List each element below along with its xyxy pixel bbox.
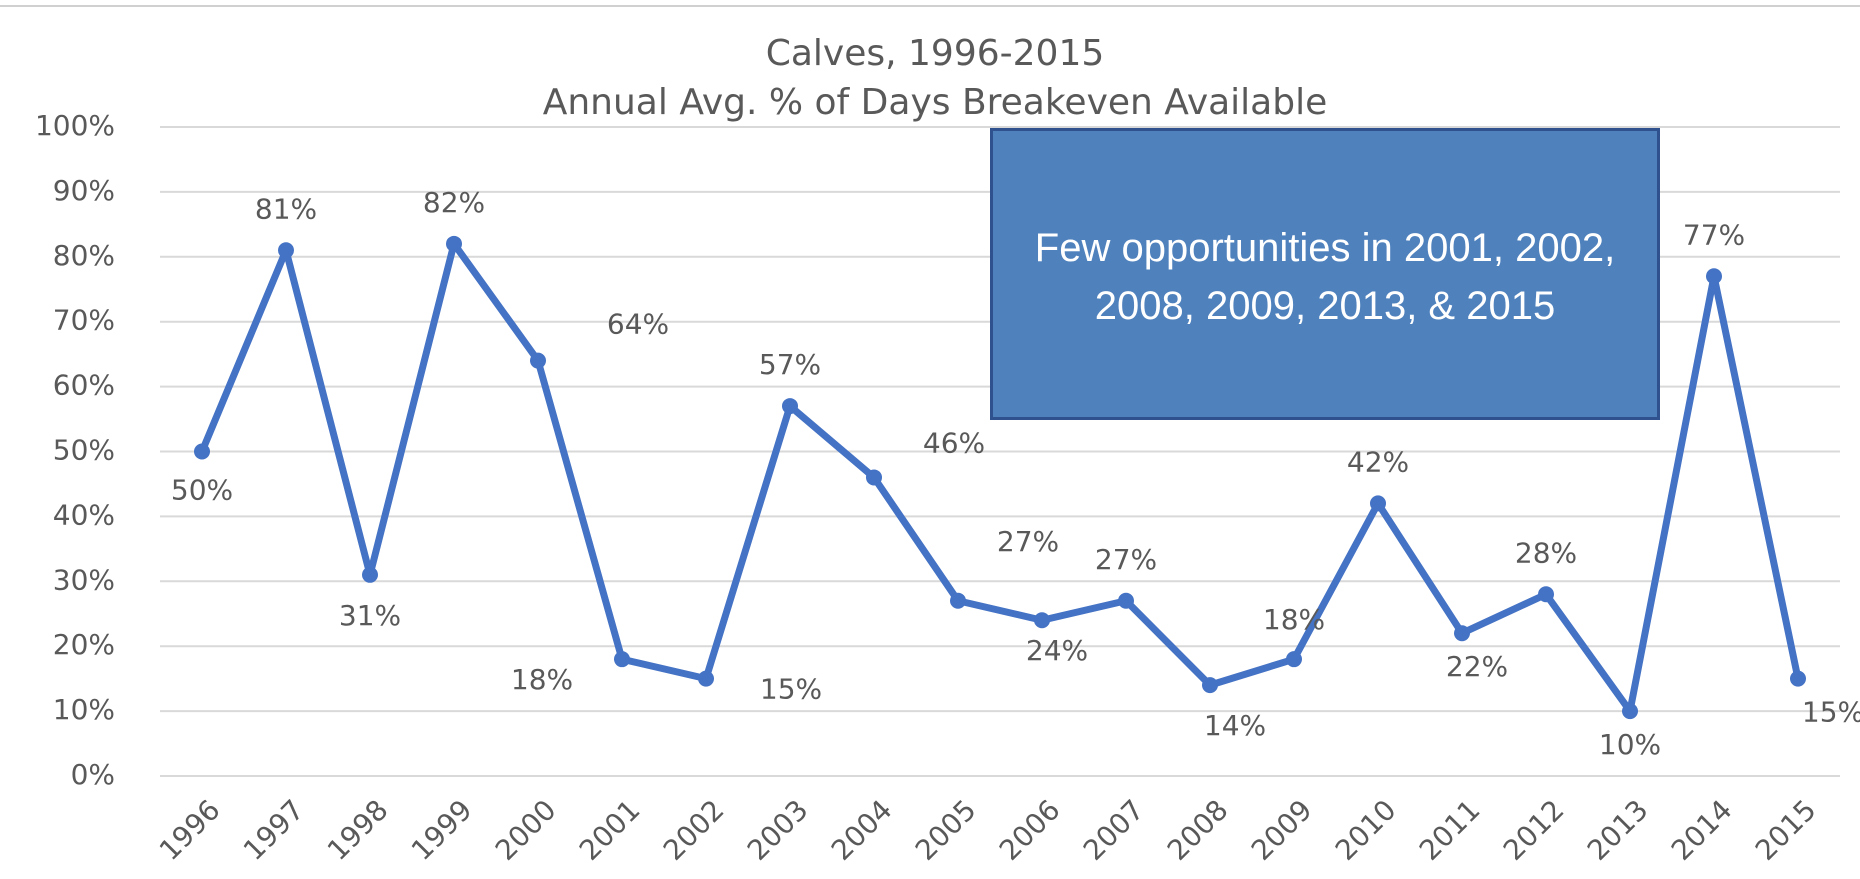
marker bbox=[194, 443, 210, 460]
x-tick-label: 1999 bbox=[405, 793, 479, 867]
data-label: 18% bbox=[1263, 603, 1325, 636]
marker bbox=[278, 242, 294, 259]
y-tick-label: 60% bbox=[53, 369, 115, 402]
x-tick-label: 2004 bbox=[825, 793, 899, 867]
data-label: 50% bbox=[171, 474, 233, 507]
line bbox=[198, 240, 1802, 715]
data-label: 77% bbox=[1683, 218, 1745, 251]
data-label: 15% bbox=[1802, 696, 1860, 729]
x-tick-label: 1997 bbox=[237, 793, 311, 867]
chart-title: Calves, 1996-2015 bbox=[766, 33, 1105, 74]
data-label: 64% bbox=[607, 308, 669, 341]
y-tick-label: 100% bbox=[35, 109, 115, 142]
marker bbox=[1118, 592, 1134, 609]
data-label: 46% bbox=[923, 426, 985, 459]
x-tick-label: 2008 bbox=[1161, 793, 1235, 867]
marker bbox=[950, 592, 966, 609]
x-tick-label: 2013 bbox=[1581, 793, 1655, 867]
marker bbox=[1370, 495, 1386, 512]
data-label: 82% bbox=[423, 186, 485, 219]
x-tick-label: 2006 bbox=[993, 793, 1067, 867]
marker bbox=[1034, 612, 1050, 629]
marker bbox=[698, 670, 714, 687]
data-label: 15% bbox=[760, 673, 822, 706]
y-tick-label: 70% bbox=[53, 304, 115, 337]
x-tick-label: 2011 bbox=[1413, 793, 1487, 867]
annotation-box: Few opportunities in 2001, 2002, 2008, 2… bbox=[990, 128, 1660, 420]
x-tick-label: 2003 bbox=[741, 793, 815, 867]
data-label: 14% bbox=[1204, 709, 1266, 742]
marker bbox=[446, 235, 462, 252]
data-label: 27% bbox=[997, 525, 1059, 558]
y-tick-label: 20% bbox=[53, 628, 115, 661]
data-label: 10% bbox=[1599, 728, 1661, 761]
marker bbox=[1790, 670, 1806, 687]
data-label: 57% bbox=[759, 348, 821, 381]
x-tick-label: 2000 bbox=[489, 793, 563, 867]
x-tick-label: 2005 bbox=[909, 793, 983, 867]
x-tick-label: 2015 bbox=[1749, 793, 1823, 867]
x-tick-label: 2012 bbox=[1497, 793, 1571, 867]
x-tick-label: 2009 bbox=[1245, 793, 1319, 867]
marker bbox=[1622, 703, 1638, 720]
marker bbox=[1202, 677, 1218, 694]
chart-subtitle: Annual Avg. % of Days Breakeven Availabl… bbox=[543, 82, 1328, 123]
data-label: 18% bbox=[511, 663, 573, 696]
data-label: 81% bbox=[255, 192, 317, 225]
y-tick-label: 0% bbox=[71, 758, 115, 791]
x-tick-label: 1998 bbox=[321, 793, 395, 867]
marker bbox=[1286, 651, 1302, 668]
data-label: 22% bbox=[1446, 650, 1508, 683]
marker bbox=[1454, 625, 1470, 642]
marker bbox=[782, 398, 798, 415]
marker bbox=[1538, 586, 1554, 603]
y-tick-label: 40% bbox=[53, 498, 115, 531]
y-tick-label: 90% bbox=[53, 174, 115, 207]
data-label: 28% bbox=[1515, 536, 1577, 569]
y-tick-label: 50% bbox=[53, 434, 115, 467]
x-tick-label: 1996 bbox=[153, 793, 227, 867]
data-label: 31% bbox=[339, 599, 401, 632]
x-tick-label: 2014 bbox=[1665, 793, 1739, 867]
data-label: 42% bbox=[1347, 445, 1409, 478]
y-tick-label: 80% bbox=[53, 239, 115, 272]
marker bbox=[530, 352, 546, 369]
marker bbox=[1706, 268, 1722, 285]
x-tick-label: 2007 bbox=[1077, 793, 1151, 867]
data-label: 24% bbox=[1026, 634, 1088, 667]
x-tick-label: 2001 bbox=[573, 793, 647, 867]
marker bbox=[362, 566, 378, 583]
y-tick-label: 30% bbox=[53, 563, 115, 596]
x-tick-label: 2010 bbox=[1329, 793, 1403, 867]
data-label: 27% bbox=[1095, 543, 1157, 576]
marker bbox=[614, 651, 630, 668]
x-tick-label: 2002 bbox=[657, 793, 731, 867]
y-tick-label: 10% bbox=[53, 693, 115, 726]
marker bbox=[866, 469, 882, 486]
